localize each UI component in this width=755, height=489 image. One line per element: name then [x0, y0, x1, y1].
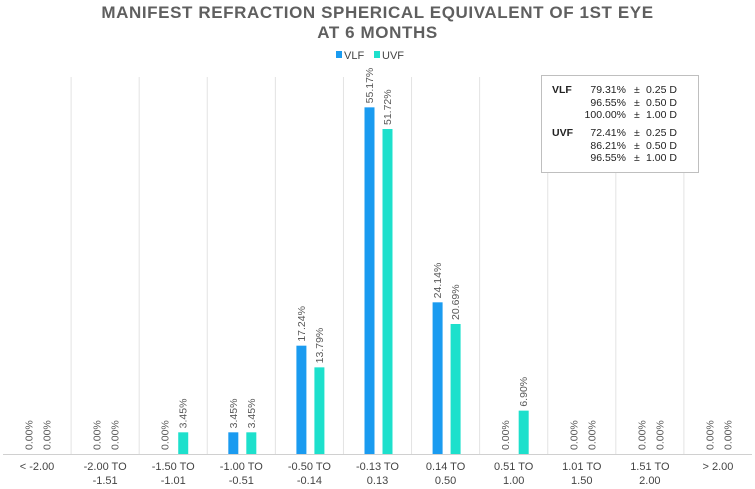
chart-data-labels: 0.00% 0.00% 0.00% 3.45% 17.24% 55.17% 24.14% 0.… [24, 68, 735, 450]
stats-pm-value: ± [634, 109, 640, 121]
data-label-vlf: 0.00% [500, 420, 512, 450]
stats-tol-value: 1.00 D [646, 152, 677, 164]
stats-tol-value: 0.25 D [646, 127, 677, 139]
stats-pct-value: 96.55% [590, 96, 626, 109]
data-label-uvf: 3.45% [246, 399, 258, 429]
x-tick-label: 0.51 TO [494, 461, 534, 473]
stats-tol-value: 0.50 D [646, 139, 677, 152]
x-tick-label: < -2.00 [20, 461, 55, 473]
x-tick-label: 0.50 [435, 475, 456, 487]
chart-title: MANIFEST REFRACTION SPHERICAL EQUIVALENT… [101, 3, 653, 42]
x-tick-label: -1.50 TO [152, 461, 195, 473]
legend-label-vlf: VLF [344, 50, 364, 62]
data-label-vlf: 24.14% [432, 263, 444, 299]
stats-row: VLF 79.31% ±0.25 D [552, 84, 692, 97]
data-label-uvf: 6.90% [518, 377, 530, 407]
bar-uvf [518, 410, 529, 454]
data-label-uvf: 3.45% [178, 399, 190, 429]
x-tick-label: 1.00 [503, 475, 524, 487]
x-tick-label: -1.01 [161, 475, 186, 487]
stats-series-name: UVF [552, 127, 573, 139]
bar-vlf [364, 107, 375, 454]
bar-vlf [228, 432, 239, 454]
data-label-uvf: 13.79% [314, 328, 326, 364]
chart-bars [178, 107, 529, 454]
data-label-vlf: 17.24% [296, 306, 308, 342]
x-tick-label: 0.14 TO [426, 461, 466, 473]
stats-row: 96.55% ±0.50 D [552, 97, 692, 110]
x-tick-label: -0.50 TO [288, 461, 331, 473]
x-tick-label: -1.00 TO [220, 461, 263, 473]
x-tick-label: 2.00 [639, 475, 660, 487]
stats-pct-value: 86.21% [590, 139, 626, 152]
x-tick-label: -0.14 [297, 475, 322, 487]
legend-swatch-vlf [336, 51, 342, 58]
data-label-uvf: 0.00% [586, 420, 598, 450]
legend-swatch-uvf [374, 51, 380, 58]
bar-uvf [178, 432, 189, 454]
stats-row: 96.55% ±1.00 D [552, 152, 692, 165]
legend-label-uvf: UVF [382, 50, 404, 62]
x-tick-label: 1.01 TO [562, 461, 602, 473]
x-tick-label: -0.51 [229, 475, 254, 487]
x-tick-label: 1.51 TO [630, 461, 670, 473]
bar-vlf [296, 345, 307, 454]
chart-title-line: MANIFEST REFRACTION SPHERICAL EQUIVALENT… [101, 3, 653, 22]
stats-tol-value: 1.00 D [646, 109, 677, 121]
data-label-uvf: 0.00% [722, 420, 734, 450]
stats-pm-value: ± [634, 96, 640, 109]
data-label-uvf: 51.72% [382, 89, 394, 125]
data-label-vlf: 3.45% [228, 399, 240, 429]
data-label-vlf: 0.00% [636, 420, 648, 450]
data-label-vlf: 0.00% [568, 420, 580, 450]
data-label-uvf: 20.69% [450, 284, 462, 320]
data-label-vlf: 0.00% [704, 420, 716, 450]
stats-pm-value: ± [634, 127, 640, 139]
stats-group-uvf: UVF 72.41% ±0.25 D 86.21% ±0.50 D 96.55% ±1.00… [552, 127, 692, 165]
x-tick-label: -0.13 TO [356, 461, 399, 473]
bar-vlf [432, 302, 443, 454]
x-tick-label: -2.00 TO [84, 461, 127, 473]
stats-pct-value: 96.55% [590, 152, 626, 164]
stats-pm-value: ± [634, 152, 640, 164]
stats-pct-value: 72.41% [590, 127, 626, 139]
x-tick-label: 1.50 [571, 475, 592, 487]
data-label-uvf: 0.00% [42, 420, 54, 450]
bar-uvf [246, 432, 257, 454]
bar-uvf [314, 367, 325, 454]
data-label-vlf: 0.00% [92, 420, 104, 450]
chart-gridlines [3, 77, 752, 455]
data-label-uvf: 0.00% [110, 420, 122, 450]
data-label-vlf: 55.17% [364, 68, 376, 104]
x-tick-label: > 2.00 [703, 461, 734, 473]
stats-pct-value: 100.00% [584, 109, 626, 121]
stats-pct-value: 79.31% [590, 84, 626, 96]
chart-title-line: AT 6 MONTHS [317, 23, 438, 42]
chart-legend: VLF UVF [336, 50, 404, 62]
bar-uvf [382, 129, 393, 454]
stats-tol-value: 0.25 D [646, 84, 677, 96]
stats-row: UVF 72.41% ±0.25 D [552, 127, 692, 140]
x-tick-label: 0.13 [367, 475, 388, 487]
stats-row: 86.21% ±0.50 D [552, 140, 692, 153]
accuracy-stats-box: VLF 79.31% ±0.25 D 96.55% ±0.50 D 100.00% ±1.0… [541, 75, 699, 173]
stats-pm-value: ± [634, 84, 640, 96]
chart-x-axis: < -2.00 -2.00 TO -1.51 -1.50 TO -1.01 -1.00 T… [20, 461, 734, 487]
x-tick-label: -1.51 [93, 475, 118, 487]
stats-tol-value: 0.50 D [646, 96, 677, 109]
data-label-uvf: 0.00% [654, 420, 666, 450]
bar-uvf [450, 323, 461, 454]
stats-series-name: VLF [552, 84, 572, 96]
stats-row: 100.00% ±1.00 D [552, 109, 692, 122]
data-label-vlf: 0.00% [160, 420, 172, 450]
stats-group-vlf: VLF 79.31% ±0.25 D 96.55% ±0.50 D 100.00% ±1.0… [552, 84, 692, 122]
data-label-vlf: 0.00% [24, 420, 36, 450]
stats-pm-value: ± [634, 139, 640, 152]
